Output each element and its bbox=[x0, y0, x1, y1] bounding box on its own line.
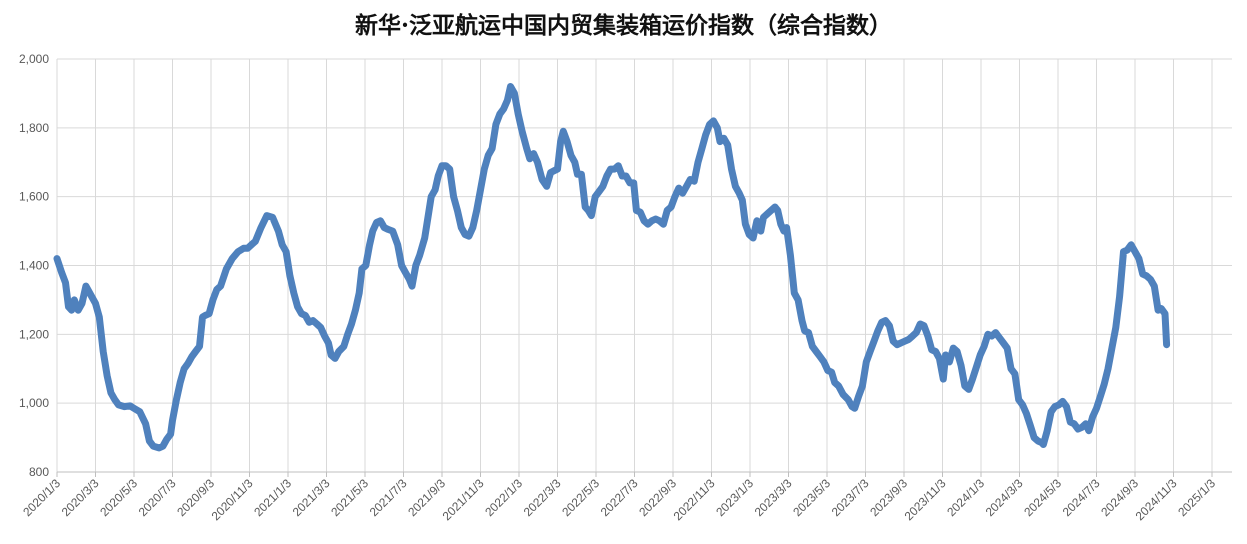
series-layer bbox=[53, 83, 1171, 452]
x-tick-label: 2022/3/3 bbox=[521, 476, 564, 519]
x-tick-label: 2023/3/3 bbox=[752, 476, 795, 519]
x-tick-label: 2021/1/3 bbox=[251, 476, 294, 519]
x-tick-label: 2024/3/3 bbox=[983, 476, 1026, 519]
x-tick-label: 2022/1/3 bbox=[482, 476, 525, 519]
y-tick-label: 1,000 bbox=[19, 396, 49, 410]
x-tick-label: 2020/1/3 bbox=[20, 476, 63, 519]
x-tick-label: 2025/1/3 bbox=[1175, 476, 1218, 519]
x-tick-label: 2020/5/3 bbox=[97, 476, 140, 519]
x-tick-label: 2020/7/3 bbox=[136, 476, 179, 519]
x-axis-tick-labels: 2020/1/32020/3/32020/5/32020/7/32020/9/3… bbox=[20, 476, 1218, 523]
x-tick-label: 2024/5/3 bbox=[1021, 476, 1064, 519]
y-tick-label: 1,200 bbox=[19, 327, 49, 341]
y-tick-label: 2,000 bbox=[19, 52, 49, 66]
x-tick-label: 2023/5/3 bbox=[790, 476, 833, 519]
x-tick-label: 2020/3/3 bbox=[59, 476, 102, 519]
x-tick-label: 2024/7/3 bbox=[1060, 476, 1103, 519]
x-tick-label: 2022/11/3 bbox=[671, 476, 718, 523]
x-tick-label: 2023/1/3 bbox=[713, 476, 756, 519]
x-tick-label: 2021/11/3 bbox=[440, 476, 487, 523]
x-tick-label: 2021/5/3 bbox=[328, 476, 371, 519]
x-tick-label: 2024/11/3 bbox=[1133, 476, 1180, 523]
x-tick-label: 2023/7/3 bbox=[829, 476, 872, 519]
y-tick-label: 800 bbox=[29, 465, 49, 479]
x-tick-label: 2024/1/3 bbox=[944, 476, 987, 519]
axes bbox=[56, 471, 1232, 477]
y-tick-label: 1,600 bbox=[19, 190, 49, 204]
y-tick-label: 1,800 bbox=[19, 121, 49, 135]
x-tick-label: 2022/5/3 bbox=[559, 476, 602, 519]
x-tick-label: 2021/3/3 bbox=[290, 476, 333, 519]
series-line-0 bbox=[53, 83, 1171, 452]
chart-title: 新华·泛亚航运中国内贸集装箱运价指数（综合指数） bbox=[354, 12, 892, 39]
x-tick-label: 2022/7/3 bbox=[598, 476, 641, 519]
x-tick-label: 2021/7/3 bbox=[367, 476, 410, 519]
y-tick-label: 1,400 bbox=[19, 259, 49, 273]
x-tick-label: 2023/11/3 bbox=[902, 476, 949, 523]
x-tick-label: 2020/11/3 bbox=[209, 476, 256, 523]
y-axis-tick-labels: 800 1,000 1,200 1,400 1,600 1,800 2,000 bbox=[19, 52, 49, 479]
